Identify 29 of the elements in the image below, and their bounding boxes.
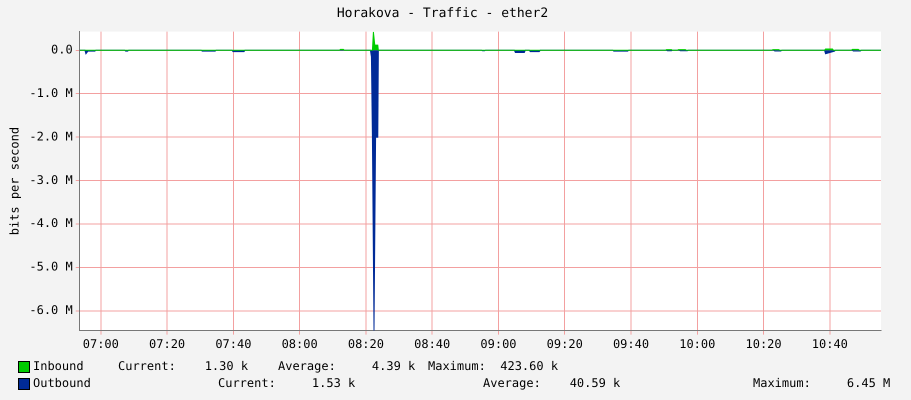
text: Average: 4.39 k [278, 359, 416, 373]
x-tick-label: 10:00 [679, 336, 716, 351]
legend-label: Inbound [33, 359, 84, 373]
text: Maximum: 6.45 M [753, 376, 890, 390]
y-tick-label: -6.0 M [29, 303, 73, 318]
legend-label: Outbound [33, 376, 91, 390]
x-tick-label: 09:40 [612, 336, 650, 351]
y-tick-label: -5.0 M [29, 260, 73, 274]
x-tick-label: 08:40 [414, 336, 450, 351]
x-tick-label: 07:20 [149, 336, 186, 351]
text: Current: 1.30 k [118, 359, 248, 373]
chart-title: Horakova - Traffic - ether2 [336, 6, 548, 22]
x-tick-label: 09:20 [546, 336, 583, 351]
x-tick-label: 07:40 [215, 336, 252, 351]
x-tick-label: 10:40 [812, 336, 848, 351]
x-tick-label: 08:20 [348, 336, 384, 351]
text: Maximum: 423.60 k [428, 359, 558, 373]
x-tick-label: 08:00 [282, 336, 318, 351]
y-tick-label: -4.0 M [29, 216, 73, 230]
y-axis-title: bits per second [7, 126, 22, 236]
y-tick-label: -1.0 M [29, 86, 73, 100]
x-tick-label: 09:00 [480, 336, 517, 351]
y-tick-label: -2.0 M [29, 129, 73, 144]
text: Current: 1.53 k [218, 376, 356, 390]
y-tick-label: -3.0 M [29, 172, 73, 187]
x-tick-label: 07:00 [82, 336, 119, 351]
y-tick-label: 0.0 [51, 42, 73, 56]
text: Average: 40.59 k [483, 376, 620, 390]
x-tick-label: 10:20 [745, 336, 782, 351]
